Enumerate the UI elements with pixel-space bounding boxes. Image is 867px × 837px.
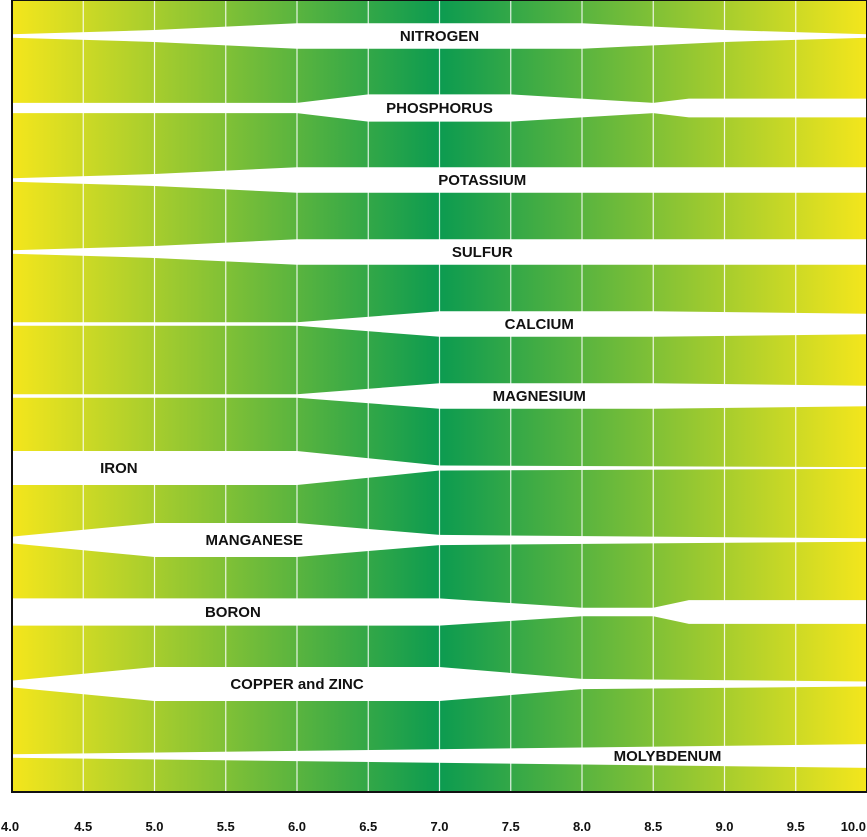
nutrient-label: BORON [205,604,261,621]
nutrient-labels: NITROGEN PHOSPHORUS POTASSIUM SULFUR CALCIUM… [100,28,721,765]
nutrient-label: POTASSIUM [438,172,526,189]
nutrient-band [12,523,867,557]
x-tick-label: 7.5 [502,819,520,834]
nutrient-label: PHOSPHORUS [386,100,493,117]
nutrient-label: COPPER and ZINC [230,676,364,693]
nutrient-label: CALCIUM [505,316,574,333]
nutrient-band [12,451,867,485]
nutrient-label: MAGNESIUM [493,388,586,405]
x-tick-label: 6.5 [359,819,377,834]
nutrient-label: MANGANESE [205,532,303,549]
nutrient-band [12,667,867,701]
x-tick-label: 5.0 [145,819,163,834]
x-axis-tick-labels: 4.0 4.5 5.0 5.5 6.0 6.5 7.0 7.5 8.0 8.5 9.0 9.5 10.0 [1,819,866,834]
nutrient-band [12,383,867,409]
x-tick-label: 4.5 [74,819,92,834]
nutrient-band [12,94,867,122]
nutrient-band [12,167,867,193]
nutrient-band [12,744,867,768]
nutrient-band [12,598,867,626]
x-tick-label: 7.0 [430,819,448,834]
x-tick-label: 10.0 [841,819,866,834]
plot-frame [11,0,867,793]
x-tick-label: 8.0 [573,819,591,834]
x-tick-label: 9.5 [787,819,805,834]
nutrient-bands [12,23,867,768]
nutrient-label: SULFUR [452,244,513,261]
nutrient-label: NITROGEN [400,28,479,45]
nutrient-label: IRON [100,460,138,477]
nutrient-band [12,239,867,265]
nutrient-band [12,311,867,337]
nutrient-band [12,23,867,49]
nutrient-label: MOLYBDENUM [614,748,722,765]
x-tick-label: 8.5 [644,819,662,834]
x-tick-label: 9.0 [715,819,733,834]
x-tick-label: 6.0 [288,819,306,834]
x-tick-label: 4.0 [1,819,19,834]
x-tick-label: 5.5 [217,819,235,834]
